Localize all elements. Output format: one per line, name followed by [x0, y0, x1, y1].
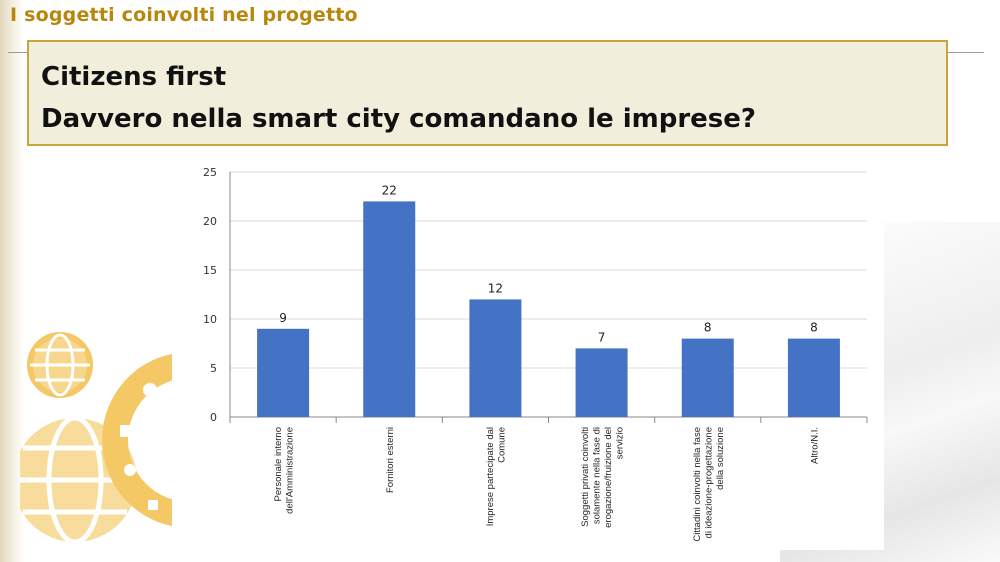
- category-label-line: Fornitori esterni: [385, 427, 396, 493]
- decorative-icons: [20, 332, 190, 545]
- bar: [681, 338, 734, 417]
- title-line-2: Davvero nella smart city comandano le im…: [41, 104, 756, 134]
- category-label: Personale internodell'Amministrazione: [273, 427, 296, 514]
- data-label: 12: [488, 281, 503, 295]
- category-label-line: Personale interno: [273, 427, 284, 501]
- category-label-line: Cittadini coinvolti nella fase: [692, 427, 703, 542]
- data-label: 22: [382, 183, 397, 197]
- bar-chart: 0 5 10 15 20 25 9 Personale internodell'Amminis…: [203, 166, 868, 542]
- globe-icon: [27, 332, 93, 398]
- category-label-line: erogazione/fruizione del: [603, 427, 614, 528]
- category-label: Fornitori esterni: [385, 427, 396, 493]
- category-label-line: Comune: [497, 427, 508, 463]
- y-tick-label: 5: [210, 362, 217, 375]
- data-label: 7: [598, 330, 606, 344]
- bar: [257, 328, 310, 417]
- y-tick-label: 0: [210, 411, 217, 424]
- category-label-line: Imprese partecipate dal: [485, 427, 496, 526]
- data-label: 8: [810, 321, 818, 335]
- y-tick-label: 20: [203, 215, 217, 228]
- title-line-1: Citizens first: [41, 62, 227, 92]
- category-label-line: dell'Amministrazione: [284, 427, 295, 514]
- category-label-line: Altro/N.I.: [809, 427, 820, 464]
- category-label: Imprese partecipate dalComune: [485, 427, 508, 526]
- y-tick-label: 15: [203, 264, 217, 277]
- data-label: 9: [279, 311, 287, 325]
- category-label-line: Soggetti privati coinvolti: [580, 427, 591, 527]
- bar: [787, 338, 840, 417]
- y-tick-label: 10: [203, 313, 217, 326]
- category-label: Altro/N.I.: [809, 427, 820, 464]
- data-label: 8: [704, 321, 712, 335]
- bar: [575, 348, 628, 417]
- category-label-line: di ideazione-progettazione: [703, 427, 714, 538]
- smart-city-icons-circle: [102, 352, 190, 528]
- category-label: Cittadini coinvolti nella fasedi ideazio…: [692, 427, 726, 542]
- chart-panel: 0 5 10 15 20 25 9 Personale internodell'Amminis…: [172, 155, 884, 550]
- title-box: Citizens first Davvero nella smart city …: [27, 40, 948, 146]
- slide-kicker: I soggetti coinvolti nel progetto: [10, 4, 358, 26]
- bar: [363, 201, 416, 417]
- bar: [469, 299, 522, 417]
- y-tick-label: 25: [203, 166, 217, 179]
- category-label-line: della soluzione: [715, 427, 726, 490]
- category-label-line: servizio: [614, 427, 625, 459]
- category-label-line: solamente nella fase di: [591, 427, 602, 524]
- category-label: Soggetti privati coinvoltisolamente nell…: [580, 427, 626, 528]
